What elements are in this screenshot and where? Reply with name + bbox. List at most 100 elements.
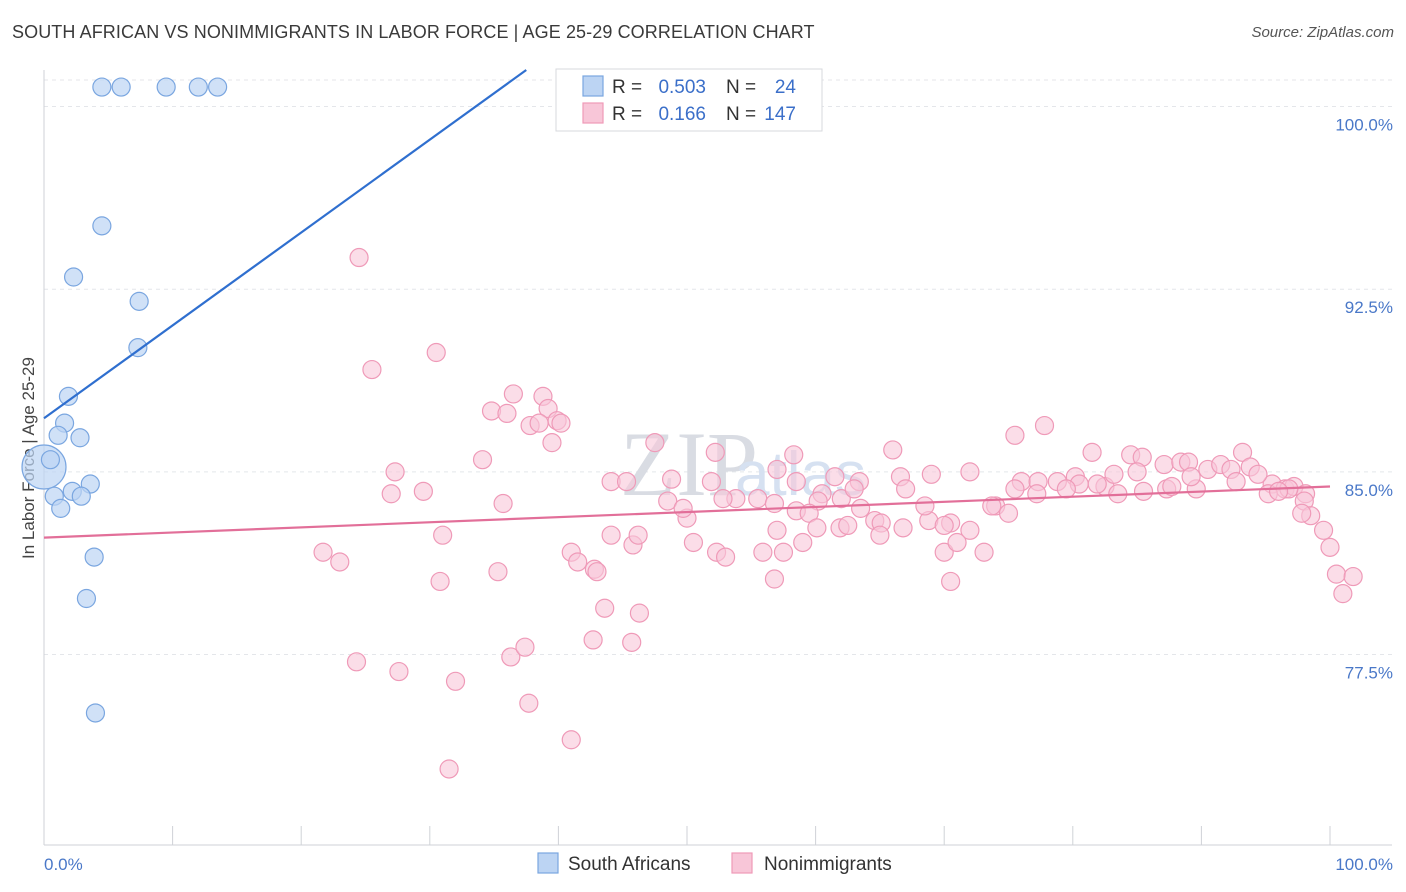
legend-n-label: N = (726, 104, 756, 125)
nonimmigrants-point (1333, 584, 1353, 604)
south-africans-point (208, 77, 228, 97)
nonimmigrants-point (1154, 454, 1174, 475)
nonimmigrants-point (764, 569, 785, 589)
nonimmigrants-point (960, 520, 980, 540)
south-africans-point (71, 486, 91, 506)
south-africans-point (128, 338, 148, 358)
nonimmigrants-point (1087, 474, 1107, 494)
nonimmigrants-point (1056, 479, 1076, 499)
nonimmigrants-point (497, 403, 517, 424)
nonimmigrants-point (1226, 471, 1246, 492)
x-tick-label: 100.0% (1335, 855, 1393, 874)
nonimmigrants-point (934, 515, 954, 536)
south-africans-point (188, 77, 208, 97)
nonimmigrants-point (915, 496, 935, 516)
source-label: Source: ZipAtlas.com (1251, 24, 1394, 41)
nonimmigrants-point (561, 730, 581, 750)
nonimmigrants-point (1268, 481, 1289, 501)
bottom-legend-label: South Africans (568, 854, 691, 875)
nonimmigrants-point (601, 525, 621, 545)
nonimmigrants-point (1162, 476, 1182, 497)
nonimmigrants-point (629, 603, 650, 623)
south-africans-point (40, 450, 61, 470)
nonimmigrants-point (896, 479, 916, 499)
nonimmigrants-point (883, 440, 903, 460)
nonimmigrants-point (934, 542, 954, 562)
legend-swatch (582, 102, 604, 124)
y-tick-label: 85.0% (1345, 481, 1393, 500)
nonimmigrants-point (381, 484, 401, 504)
nonimmigrants-point (947, 532, 967, 553)
nonimmigrants-point (1248, 464, 1268, 484)
legend-bottom: South Africans Nonimmigrants (537, 852, 892, 875)
nonimmigrants-point (426, 342, 446, 363)
nonimmigrants-point (748, 489, 768, 509)
nonimmigrants-point (705, 442, 725, 462)
south-africans-points (21, 77, 787, 723)
nonimmigrants-point (974, 542, 994, 562)
nonimmigrants-point (542, 433, 562, 453)
nonimmigrants-point (645, 433, 665, 453)
nonimmigrants-point (445, 671, 466, 691)
nonimmigrants-point (673, 498, 693, 518)
nonimmigrants-point (583, 630, 603, 650)
nonimmigrants-point (1133, 481, 1154, 501)
bottom-legend-swatch (731, 852, 753, 874)
legend-n-label: N = (726, 77, 756, 98)
nonimmigrants-point (551, 413, 571, 433)
nonimmigrants-point (1292, 503, 1312, 523)
nonimmigrants-point (713, 489, 733, 509)
nonimmigrants-point (568, 552, 588, 572)
nonimmigrants-point (503, 384, 523, 404)
nonimmigrants-point (683, 532, 704, 553)
nonimmigrants-point (529, 413, 549, 433)
nonimmigrants-point (519, 693, 539, 713)
nonimmigrants-point (439, 759, 459, 779)
south-africans-trend-line (43, 69, 527, 420)
nonimmigrants-point (767, 520, 787, 540)
south-africans-point (129, 291, 149, 311)
nonimmigrants-point (893, 518, 913, 538)
nonimmigrants-point (515, 637, 535, 657)
nonimmigrants-point (870, 525, 890, 545)
nonimmigrants-point (658, 491, 678, 511)
x-tick-label: 0.0% (44, 855, 83, 874)
nonimmigrants-point (767, 459, 787, 480)
legend-top: R = 0.503 N = 24 R = 0.166 N = 147 (555, 68, 823, 132)
nonimmigrants-point (389, 661, 409, 682)
legend-swatch (582, 75, 604, 97)
y-tick-label: 92.5% (1345, 298, 1393, 317)
nonimmigrants-point (1104, 464, 1124, 484)
nonimmigrants-point (838, 515, 858, 536)
nonimmigrants-point (595, 598, 615, 618)
nonimmigrants-point (960, 462, 980, 482)
nonimmigrants-point (831, 489, 851, 509)
nonimmigrants-trend-line (43, 485, 1331, 539)
nonimmigrants-point (1034, 415, 1055, 436)
nonimmigrants-point (661, 469, 682, 489)
south-africans-point (84, 547, 104, 567)
south-africans-point (76, 588, 97, 609)
south-africans-point (51, 498, 71, 518)
nonimmigrants-point (1127, 462, 1147, 482)
nonimmigrants-point (753, 542, 773, 562)
bottom-legend-label: Nonimmigrants (764, 854, 892, 875)
nonimmigrants-point (825, 467, 845, 487)
nonimmigrants-point (349, 247, 369, 268)
nonimmigrants-point (1181, 467, 1201, 487)
bottom-legend-swatch (537, 852, 559, 874)
nonimmigrants-point (1320, 537, 1340, 557)
south-africans-point (111, 77, 131, 97)
grid: 77.5% 85.0% 92.5% 100.0% (44, 79, 1393, 683)
nonimmigrants-point (982, 496, 1002, 516)
south-africans-point (63, 267, 84, 287)
nonimmigrants-point (362, 359, 382, 380)
nonimmigrants-point (313, 542, 333, 562)
legend-r-label: R = (612, 77, 642, 98)
nonimmigrants-point (385, 462, 405, 482)
nonimmigrants-point (622, 632, 642, 652)
nonimmigrants-point (807, 518, 827, 538)
nonimmigrants-point (1082, 442, 1102, 462)
y-tick-label: 100.0% (1335, 116, 1393, 135)
